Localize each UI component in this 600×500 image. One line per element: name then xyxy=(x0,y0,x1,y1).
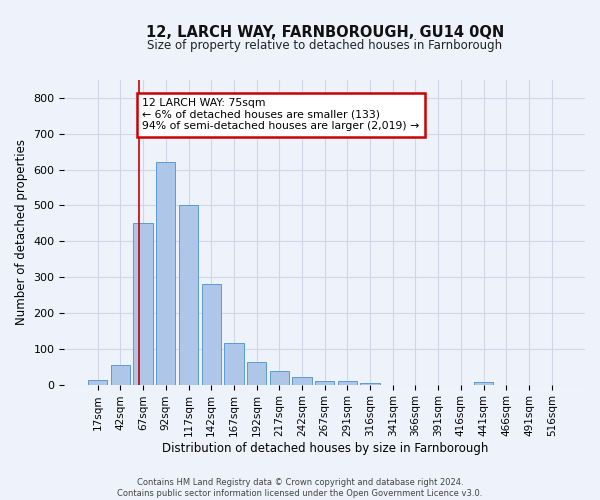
Bar xyxy=(202,284,221,384)
Text: Contains HM Land Registry data © Crown copyright and database right 2024.
Contai: Contains HM Land Registry data © Crown c… xyxy=(118,478,482,498)
Title: Size of property relative to detached houses in Farnborough: Size of property relative to detached ho… xyxy=(147,40,502,52)
Bar xyxy=(88,380,107,384)
Bar xyxy=(247,362,266,384)
Text: 12, LARCH WAY, FARNBOROUGH, GU14 0QN: 12, LARCH WAY, FARNBOROUGH, GU14 0QN xyxy=(146,26,504,40)
X-axis label: Distribution of detached houses by size in Farnborough: Distribution of detached houses by size … xyxy=(161,442,488,455)
Y-axis label: Number of detached properties: Number of detached properties xyxy=(15,140,28,326)
Bar xyxy=(224,342,244,384)
Bar xyxy=(338,381,357,384)
Bar xyxy=(315,381,334,384)
Bar xyxy=(111,365,130,384)
Text: 12 LARCH WAY: 75sqm
← 6% of detached houses are smaller (133)
94% of semi-detach: 12 LARCH WAY: 75sqm ← 6% of detached hou… xyxy=(142,98,419,131)
Bar xyxy=(474,382,493,384)
Bar xyxy=(133,224,153,384)
Bar xyxy=(269,372,289,384)
Bar xyxy=(292,376,311,384)
Bar xyxy=(156,162,175,384)
Bar xyxy=(361,383,380,384)
Bar xyxy=(179,206,198,384)
